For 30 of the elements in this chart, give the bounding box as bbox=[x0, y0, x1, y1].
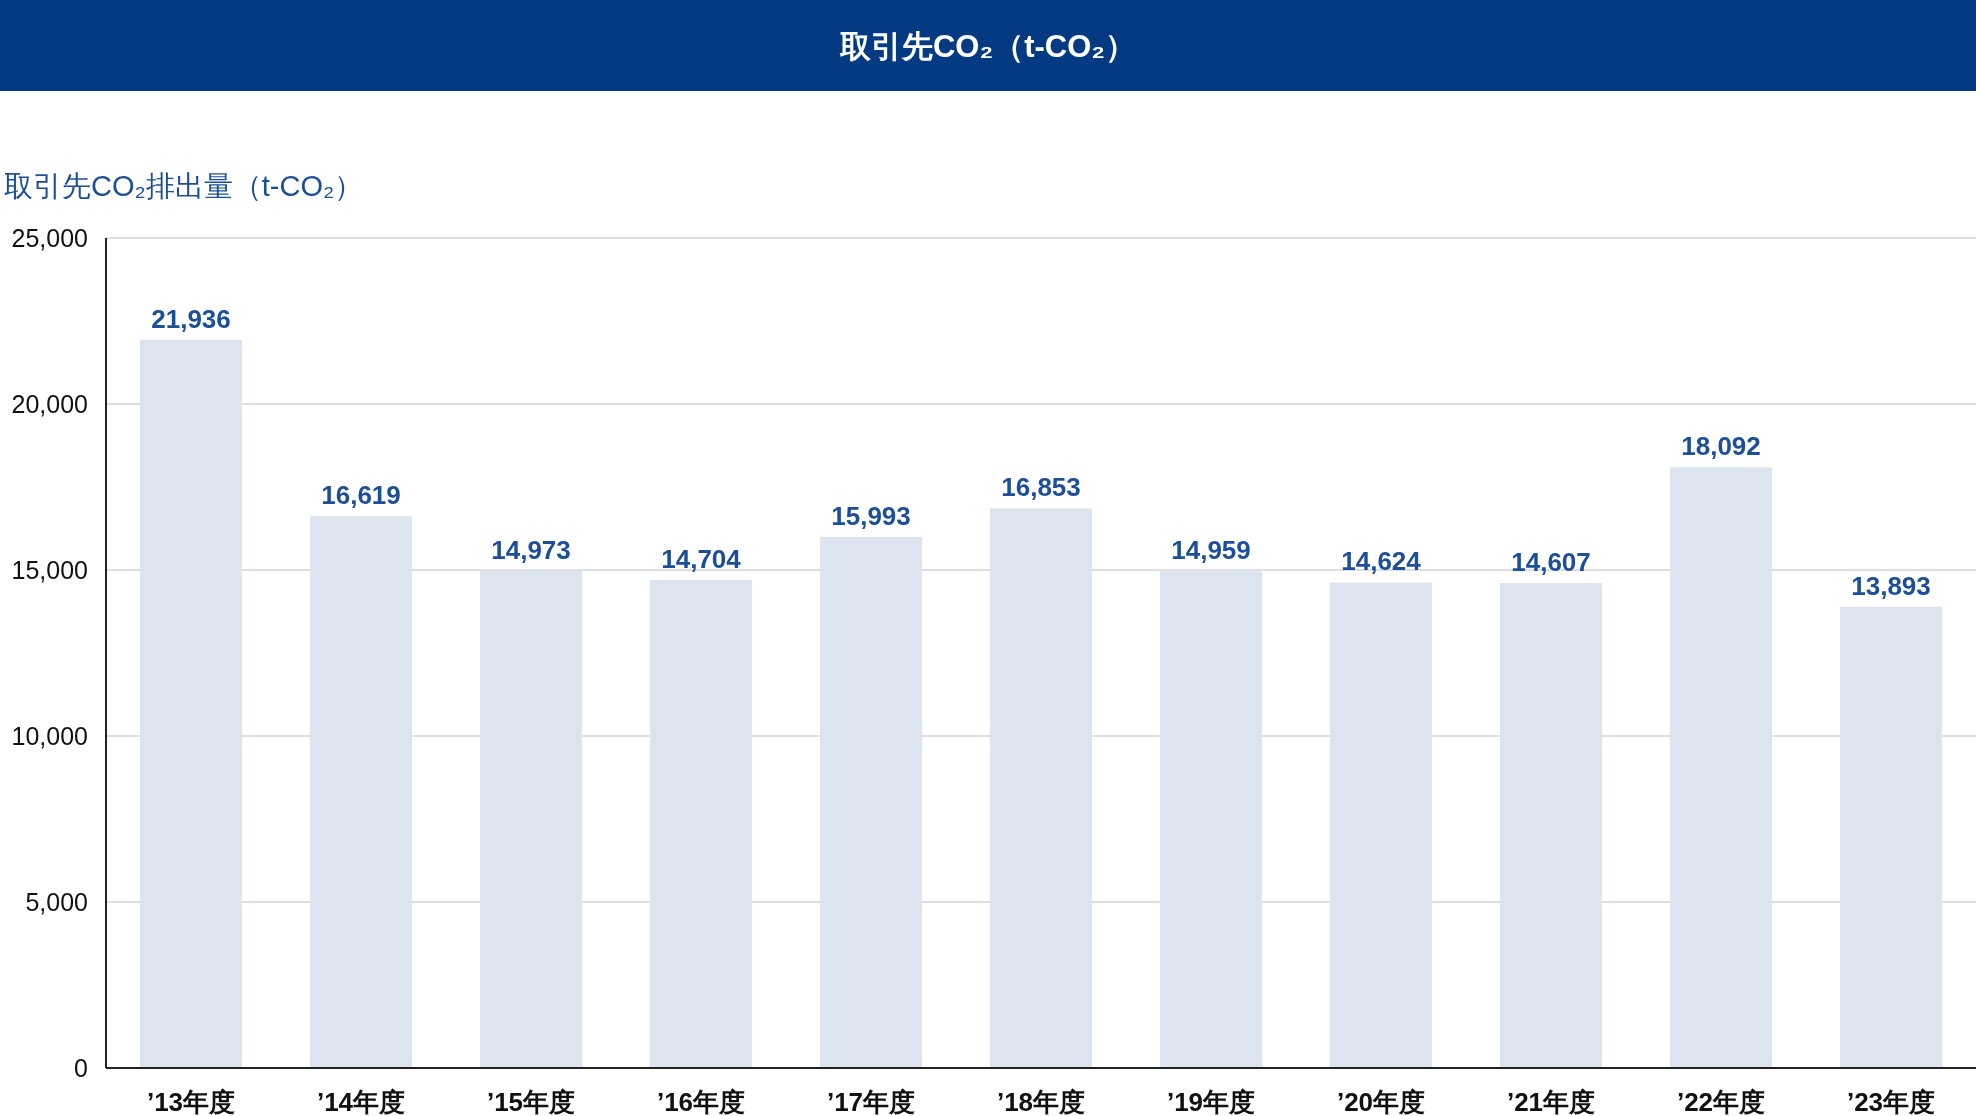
data-label: 14,973 bbox=[491, 534, 571, 565]
data-label: 16,853 bbox=[1001, 472, 1081, 503]
xtick-label: ’23年度 bbox=[1846, 1087, 1936, 1116]
data-label: 16,619 bbox=[321, 480, 401, 511]
ytick-label: 15,000 bbox=[11, 556, 88, 584]
xtick-label: ’20年度 bbox=[1336, 1087, 1426, 1116]
ytick-label: 25,000 bbox=[11, 224, 88, 252]
data-label: 14,624 bbox=[1341, 546, 1421, 577]
xtick-label: ’16年度 bbox=[656, 1087, 746, 1116]
ytick-label: 10,000 bbox=[11, 722, 88, 750]
data-label: 14,704 bbox=[661, 543, 741, 574]
ytick-label: 20,000 bbox=[11, 390, 88, 418]
xtick-label: ’17年度 bbox=[826, 1087, 916, 1116]
ytick-label: 5,000 bbox=[25, 888, 88, 916]
xtick-label: ’22年度 bbox=[1676, 1087, 1766, 1116]
xtick-label: ’14年度 bbox=[316, 1087, 406, 1116]
title: 取引先CO₂（t-CO₂） bbox=[839, 29, 1137, 64]
ylabel: 取引先CO₂排出量（t-CO₂） bbox=[4, 170, 364, 202]
data-label: 15,993 bbox=[831, 501, 911, 532]
xtick-label: ’15年度 bbox=[486, 1087, 576, 1116]
data-label: 14,959 bbox=[1171, 535, 1251, 566]
data-label: 13,893 bbox=[1851, 570, 1931, 601]
ytick-label: 0 bbox=[74, 1054, 88, 1082]
xtick-label: ’19年度 bbox=[1166, 1087, 1256, 1116]
data-label: 18,092 bbox=[1681, 431, 1761, 462]
xtick-label: ’13年度 bbox=[146, 1087, 236, 1116]
xtick-label: ’21年度 bbox=[1506, 1087, 1596, 1116]
data-label: 21,936 bbox=[151, 303, 231, 334]
xtick-label: ’18年度 bbox=[996, 1087, 1086, 1116]
data-label: 14,607 bbox=[1511, 547, 1591, 578]
